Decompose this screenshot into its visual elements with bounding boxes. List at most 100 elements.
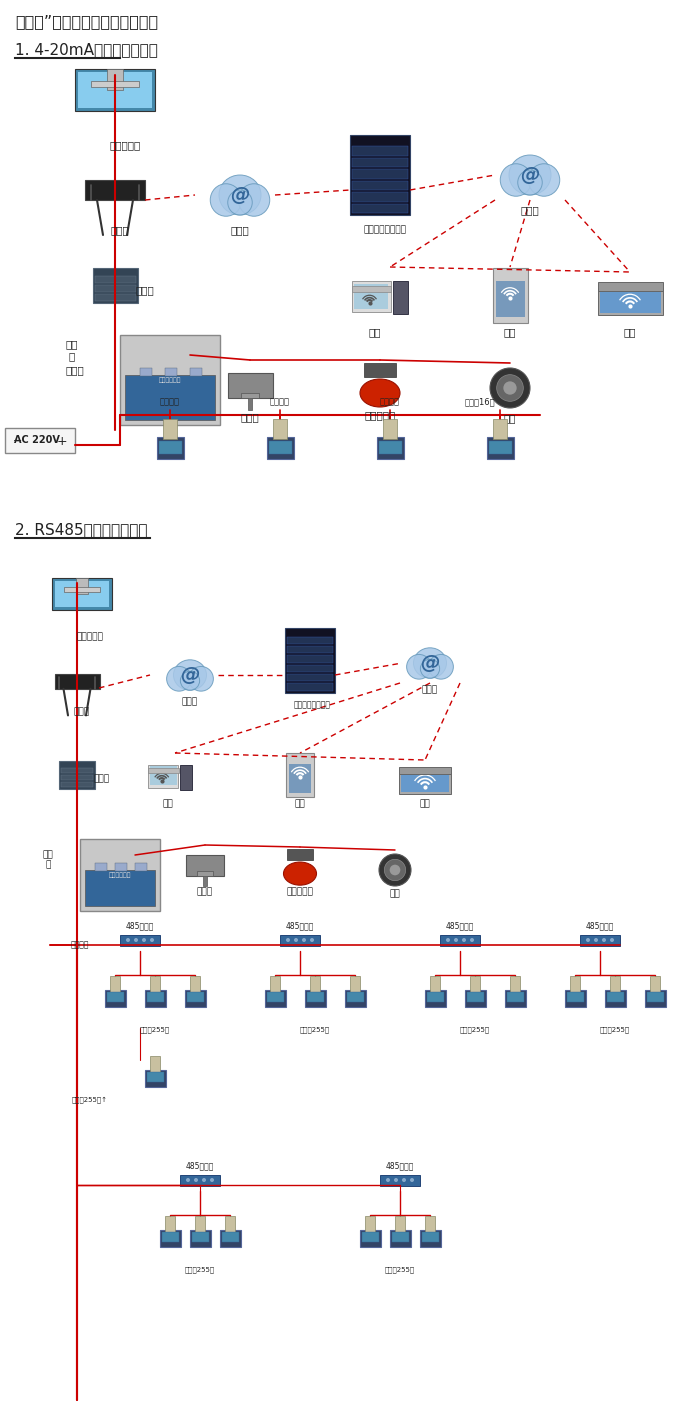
Bar	[354, 284, 388, 308]
Bar	[190, 367, 202, 376]
Text: 可连接255台: 可连接255台	[460, 1027, 490, 1033]
Text: 信号输出: 信号输出	[270, 398, 290, 407]
Bar	[75, 69, 155, 111]
Bar	[365, 1216, 375, 1231]
Circle shape	[497, 374, 524, 401]
Text: 可连接16个: 可连接16个	[465, 398, 496, 407]
Text: 信号输出: 信号输出	[160, 398, 180, 407]
Bar	[425, 1216, 435, 1231]
Text: 手机: 手机	[504, 326, 517, 338]
Ellipse shape	[509, 155, 551, 196]
Bar	[273, 419, 287, 439]
Bar	[610, 976, 620, 992]
Bar	[61, 775, 93, 779]
Bar	[352, 158, 408, 167]
Circle shape	[202, 1178, 206, 1182]
Bar	[144, 1071, 165, 1088]
Bar	[650, 976, 660, 992]
Text: 终端: 终端	[419, 799, 430, 809]
Bar	[384, 419, 397, 439]
Circle shape	[586, 938, 590, 943]
Bar	[221, 1233, 239, 1242]
Bar	[192, 1233, 209, 1242]
Ellipse shape	[284, 862, 316, 885]
Text: 485中继器: 485中继器	[126, 922, 154, 930]
Bar	[399, 772, 451, 794]
Bar	[307, 992, 323, 1002]
Circle shape	[454, 938, 458, 943]
Text: 互联网: 互联网	[230, 225, 249, 235]
Text: 可连接255台: 可连接255台	[140, 1027, 170, 1033]
Bar	[270, 976, 280, 992]
Bar	[158, 442, 181, 454]
Bar	[115, 864, 127, 871]
Bar	[225, 1216, 235, 1231]
Bar	[421, 1233, 438, 1242]
Circle shape	[384, 860, 406, 881]
Circle shape	[286, 938, 290, 943]
Text: 电磁阀: 电磁阀	[197, 888, 213, 896]
Text: 转换器: 转换器	[94, 774, 110, 784]
Bar	[85, 870, 155, 906]
Circle shape	[302, 938, 306, 943]
Bar	[106, 992, 123, 1002]
Bar	[496, 281, 524, 317]
Bar	[85, 180, 145, 200]
Ellipse shape	[518, 170, 542, 196]
Ellipse shape	[219, 174, 261, 215]
Bar	[163, 419, 176, 439]
Bar	[146, 1072, 164, 1082]
Bar	[486, 438, 514, 459]
Text: 485中继器: 485中继器	[446, 922, 474, 930]
Bar	[52, 578, 112, 609]
Bar	[55, 581, 109, 606]
Circle shape	[294, 938, 298, 943]
Bar	[180, 1175, 220, 1186]
Bar	[466, 992, 484, 1002]
Circle shape	[379, 854, 411, 886]
Bar	[352, 204, 408, 212]
Text: @: @	[520, 166, 540, 184]
Bar	[148, 768, 178, 772]
Ellipse shape	[528, 163, 560, 196]
Bar	[346, 992, 363, 1002]
Bar	[287, 646, 333, 653]
Bar	[135, 864, 147, 871]
Bar	[148, 764, 178, 788]
Bar	[350, 976, 360, 992]
Bar	[195, 1216, 205, 1231]
Text: 安帕尔网络服务器: 安帕尔网络服务器	[293, 701, 330, 709]
Bar	[140, 367, 152, 376]
Bar	[150, 765, 176, 785]
Text: 风机: 风机	[504, 414, 517, 424]
Bar	[186, 854, 224, 875]
Ellipse shape	[210, 184, 242, 217]
Bar	[203, 874, 207, 886]
Bar	[465, 991, 486, 1007]
Bar	[352, 180, 408, 190]
Bar	[287, 664, 333, 673]
Text: 风机: 风机	[390, 889, 400, 899]
Text: 路由器: 路由器	[74, 708, 90, 716]
Ellipse shape	[500, 163, 532, 196]
Bar	[125, 376, 215, 421]
Bar	[419, 1230, 440, 1247]
Circle shape	[402, 1178, 406, 1182]
Text: 1. 4-20mA信号连接系统图: 1. 4-20mA信号连接系统图	[15, 42, 158, 58]
Bar	[76, 578, 88, 594]
Circle shape	[594, 938, 598, 943]
Bar	[285, 628, 335, 692]
Text: @: @	[230, 186, 250, 204]
Text: 互联网: 互联网	[422, 685, 438, 695]
Text: 声光报警器: 声光报警器	[286, 888, 314, 896]
Bar	[95, 864, 107, 871]
Bar	[185, 991, 206, 1007]
Bar	[470, 976, 480, 992]
Text: 485中继器: 485中继器	[586, 922, 614, 930]
Text: 声光报警器: 声光报警器	[365, 409, 395, 421]
Text: 485中继器: 485中继器	[386, 1162, 414, 1171]
Bar	[426, 992, 444, 1002]
Text: 485中继器: 485中继器	[186, 1162, 214, 1171]
Bar	[120, 335, 220, 425]
Text: 可连接255台↑: 可连接255台↑	[72, 1096, 108, 1103]
